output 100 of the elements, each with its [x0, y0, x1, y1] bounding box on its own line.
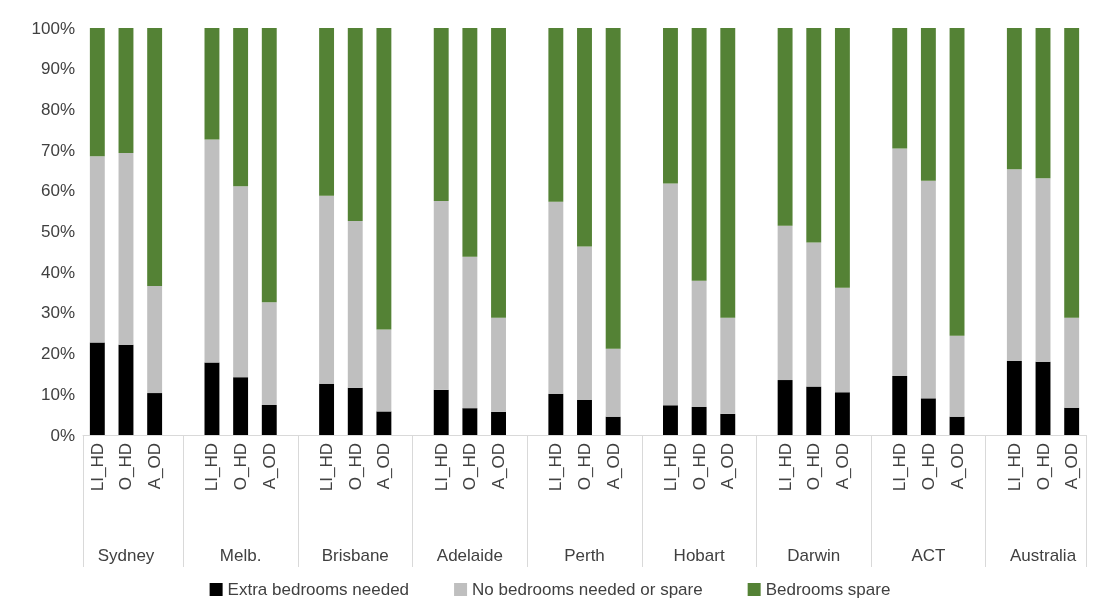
x-tick-label: A_OD: [603, 443, 623, 490]
bar: [577, 28, 592, 247]
bar: [319, 383, 335, 435]
x-tick-label: A_OD: [489, 443, 509, 490]
x-tick-label: LI_HD: [890, 443, 910, 492]
bar: [892, 375, 908, 435]
bar: [777, 28, 793, 226]
bar: [261, 404, 277, 435]
bar: [663, 183, 678, 406]
bar: [949, 416, 965, 435]
bar: [462, 256, 478, 409]
y-tick-label: 0%: [50, 425, 75, 445]
y-tick-label: 50%: [40, 222, 75, 241]
bar: [1064, 317, 1080, 408]
bar: [462, 28, 478, 257]
text: ACT: [911, 546, 946, 565]
x-tick-label: A_OD: [1062, 443, 1082, 490]
bar: [806, 28, 822, 243]
text: Hobart: [673, 546, 725, 565]
x-tick-label: O_HD: [804, 443, 824, 491]
x-tick-label: A_OD: [374, 443, 394, 490]
bar: [663, 405, 678, 435]
x-tick-label: LI_HD: [317, 443, 337, 492]
y-tick-label: 10%: [40, 384, 75, 404]
bar: [1035, 178, 1051, 362]
x-tick-label: O_HD: [231, 443, 251, 491]
x-tick-label: O_HD: [918, 443, 938, 491]
bar: [1006, 360, 1022, 435]
x-tick-label: O_HD: [116, 443, 136, 491]
bar: [319, 195, 335, 384]
bar: [720, 28, 736, 318]
text: Darwin: [787, 546, 841, 565]
bar: [834, 28, 850, 288]
bar: [949, 28, 965, 336]
bar: [720, 413, 736, 435]
bar: [147, 286, 163, 394]
bar: [806, 242, 822, 387]
x-tick-label: A_OD: [947, 443, 967, 490]
bar: [577, 400, 592, 435]
text: Australia: [1009, 546, 1077, 565]
bar: [491, 28, 506, 318]
bar: [1006, 28, 1022, 170]
bar: [548, 28, 564, 202]
bar: [433, 200, 449, 390]
legend-label: No bedrooms needed or spare: [472, 580, 703, 599]
bar: [834, 287, 850, 393]
bar: [376, 329, 392, 412]
x-tick-label: LI_HD: [202, 443, 222, 492]
text: Brisbane: [321, 546, 389, 565]
bar: [720, 317, 736, 414]
bar: [548, 393, 564, 435]
x-tick-label: LI_HD: [1004, 443, 1024, 492]
x-tick-label: LI_HD: [87, 443, 107, 492]
bar: [691, 406, 707, 435]
bar: [577, 246, 592, 400]
bar: [233, 377, 249, 435]
y-tick-label: 40%: [40, 262, 75, 282]
bar: [118, 152, 134, 345]
bar: [491, 411, 506, 435]
text: Sydney: [97, 546, 155, 565]
bar: [204, 362, 220, 435]
x-tick-label: O_HD: [460, 443, 480, 491]
bar: [691, 28, 707, 281]
x-tick-label: O_HD: [575, 443, 594, 491]
bar: [949, 335, 965, 417]
bar: [892, 148, 908, 376]
bar: [89, 156, 105, 343]
y-tick-label: 100%: [31, 18, 75, 38]
bar: [777, 380, 793, 435]
bar: [920, 398, 936, 435]
bar: [233, 186, 249, 378]
y-tick-label: 90%: [40, 59, 75, 79]
bar: [1035, 28, 1051, 179]
bar: [261, 302, 277, 405]
bar: [118, 344, 134, 435]
x-tick-label: O_HD: [1033, 443, 1053, 491]
bar: [1064, 407, 1080, 435]
bar: [605, 348, 621, 417]
x-tick-label: LI_HD: [431, 443, 451, 492]
bar: [319, 28, 335, 196]
legend-label: Bedrooms spare: [765, 580, 891, 599]
bar: [376, 28, 392, 330]
bar: [147, 393, 163, 435]
y-tick-label: 70%: [40, 140, 75, 160]
bar: [920, 28, 936, 181]
bar: [605, 28, 621, 349]
y-tick-label: 30%: [40, 303, 75, 323]
text: Melb.: [219, 546, 262, 565]
bar: [376, 411, 392, 435]
bar: [433, 389, 449, 435]
x-tick-label: O_HD: [345, 443, 365, 491]
bar: [462, 408, 478, 435]
y-tick-label: 60%: [40, 181, 75, 201]
y-tick-label: 20%: [40, 344, 75, 364]
bar: [233, 28, 249, 187]
text: Perth: [564, 546, 605, 565]
x-tick-label: LI_HD: [660, 443, 680, 492]
bar: [1064, 28, 1080, 318]
bar: [89, 342, 105, 435]
bar: [118, 28, 134, 153]
